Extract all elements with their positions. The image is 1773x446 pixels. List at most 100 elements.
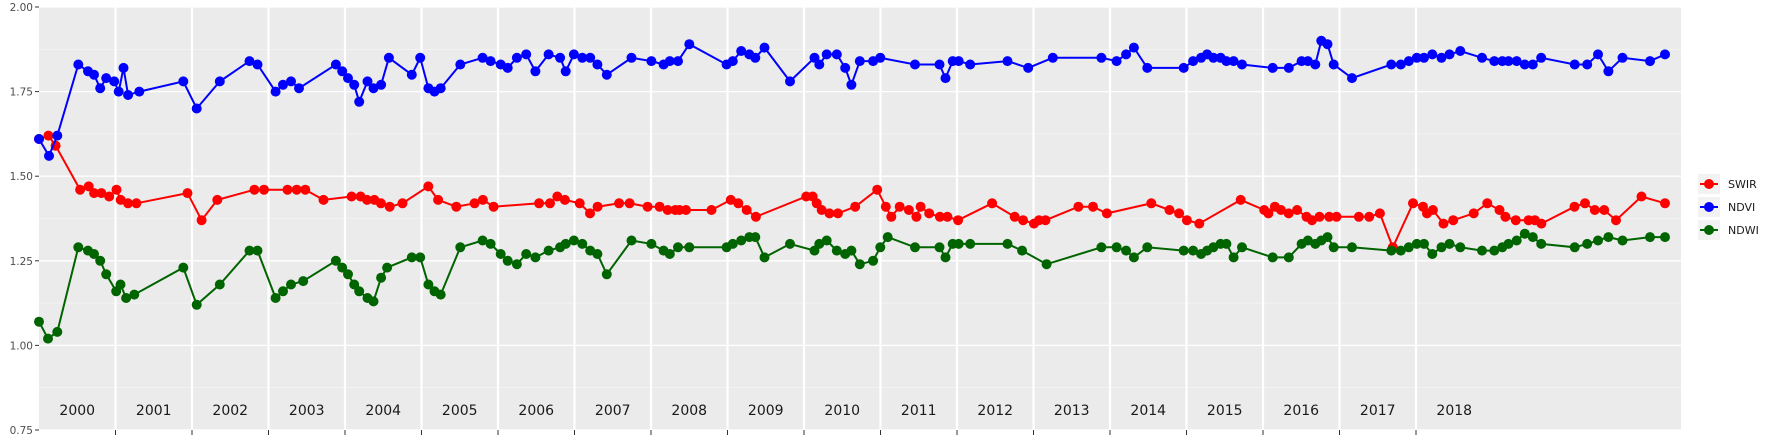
data-point <box>1395 245 1406 256</box>
data-point <box>1582 59 1593 70</box>
data-point <box>1403 242 1414 253</box>
data-point <box>1002 56 1013 67</box>
data-point <box>1386 245 1397 256</box>
data-point <box>736 46 747 56</box>
data-point <box>1314 211 1325 222</box>
data-point <box>785 76 795 87</box>
year-label: 2016 <box>1283 403 1319 419</box>
legend-key-point <box>1704 225 1714 235</box>
data-point <box>1494 205 1505 215</box>
data-point <box>362 194 373 205</box>
data-point <box>1267 252 1278 263</box>
data-point <box>337 262 348 273</box>
data-point <box>642 201 653 212</box>
data-point <box>104 191 115 202</box>
data-point <box>214 76 225 87</box>
data-point <box>118 62 129 73</box>
data-point <box>654 201 665 212</box>
data-point <box>196 215 207 226</box>
data-point <box>577 52 588 63</box>
data-point <box>1611 215 1621 226</box>
data-point <box>832 208 843 219</box>
data-point <box>831 245 842 256</box>
data-point <box>259 184 269 195</box>
data-point <box>330 255 341 266</box>
data-point <box>1519 228 1530 239</box>
y-tick-label: 1.50 <box>10 171 33 183</box>
data-point <box>664 249 675 259</box>
data-point <box>52 130 63 141</box>
data-point <box>376 79 387 90</box>
data-point <box>1593 235 1603 246</box>
data-point <box>854 259 865 270</box>
data-point <box>244 56 255 67</box>
data-point <box>1328 59 1339 70</box>
data-point <box>850 201 861 212</box>
data-point <box>940 252 951 263</box>
data-point <box>1017 245 1028 256</box>
data-point <box>214 279 225 290</box>
data-point <box>1181 215 1192 226</box>
year-label: 2009 <box>748 403 784 419</box>
data-point <box>1188 56 1199 67</box>
year-label: 2010 <box>824 403 860 419</box>
data-point <box>759 252 770 263</box>
year-label: 2015 <box>1207 403 1243 419</box>
data-point <box>1482 198 1493 209</box>
data-point <box>1500 211 1511 222</box>
data-point <box>585 208 595 219</box>
data-point <box>915 201 926 212</box>
data-point <box>330 59 341 70</box>
data-point <box>423 279 434 290</box>
y-tick-label: 1.75 <box>10 87 33 99</box>
data-point <box>1569 201 1580 212</box>
data-point <box>1617 52 1628 63</box>
data-point <box>1569 242 1580 253</box>
data-point <box>435 83 446 94</box>
data-point <box>1617 235 1628 246</box>
data-point <box>1438 218 1449 229</box>
data-point <box>560 238 571 249</box>
data-point <box>129 289 140 300</box>
year-label: 2005 <box>442 403 478 419</box>
data-point <box>1002 238 1013 249</box>
data-point <box>291 184 302 195</box>
data-point <box>1322 232 1333 243</box>
data-point <box>1096 52 1107 63</box>
data-point <box>1347 242 1357 253</box>
data-point <box>1599 205 1610 215</box>
data-point <box>278 79 288 90</box>
data-point <box>894 201 905 212</box>
data-point <box>1589 205 1600 215</box>
data-point <box>1569 59 1580 70</box>
y-tick-label: 1.00 <box>10 340 33 352</box>
data-point <box>1047 52 1058 63</box>
data-point <box>534 198 545 209</box>
data-point <box>1142 62 1153 73</box>
data-point <box>831 49 842 60</box>
legend-key-point <box>1704 179 1714 189</box>
data-point <box>43 130 54 141</box>
data-point <box>113 86 124 97</box>
data-point <box>362 76 373 87</box>
data-point <box>934 59 945 70</box>
data-point <box>109 76 120 87</box>
data-point <box>1040 215 1051 226</box>
data-point <box>495 249 506 259</box>
data-point <box>298 276 309 287</box>
data-point <box>934 242 945 253</box>
year-label: 2014 <box>1130 403 1166 419</box>
year-label: 2013 <box>1054 403 1090 419</box>
data-point <box>1403 56 1414 67</box>
data-point <box>455 242 466 253</box>
data-point <box>282 184 293 195</box>
year-label: 2008 <box>671 403 707 419</box>
data-point <box>903 205 914 215</box>
data-point <box>727 238 738 249</box>
data-point <box>750 211 761 222</box>
data-point <box>1603 232 1614 243</box>
data-point <box>1645 232 1655 243</box>
data-point <box>646 238 657 249</box>
data-point <box>1448 215 1459 226</box>
